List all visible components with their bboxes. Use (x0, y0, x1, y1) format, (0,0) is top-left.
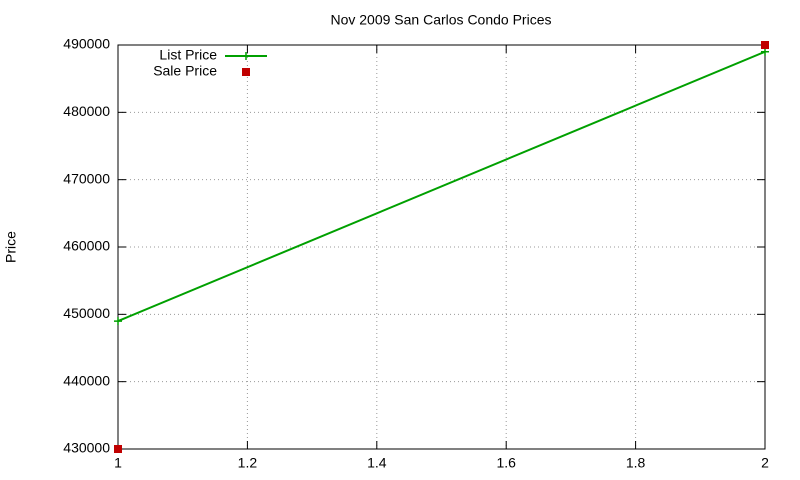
series-line (117, 50, 766, 322)
x-tick-label: 1.2 (238, 455, 258, 471)
legend-swatch (242, 52, 250, 60)
legend-label: List Price (159, 47, 217, 63)
y-tick-label: 470000 (63, 170, 110, 186)
x-tick-label: 1.4 (367, 455, 387, 471)
point (114, 445, 122, 453)
point (114, 317, 122, 326)
point (761, 41, 769, 49)
plot-border (117, 44, 766, 450)
x-tick-label: 1.6 (496, 455, 516, 471)
x-tick-label: 2 (761, 455, 769, 471)
chart-title: Nov 2009 San Carlos Condo Prices (330, 12, 551, 28)
legend-label: Sale Price (153, 63, 217, 79)
y-tick-label: 450000 (63, 305, 110, 321)
legend-swatch (242, 68, 250, 76)
y-tick-label: 440000 (63, 372, 110, 388)
y-axis-label: Price (3, 231, 19, 263)
y-tick-label: 490000 (63, 36, 110, 52)
x-tick-label: 1.8 (626, 455, 646, 471)
x-tick-label: 1 (114, 455, 122, 471)
y-tick-label: 430000 (63, 440, 110, 456)
point (761, 47, 769, 56)
y-tick-label: 460000 (63, 238, 110, 254)
y-tick-label: 480000 (63, 103, 110, 119)
